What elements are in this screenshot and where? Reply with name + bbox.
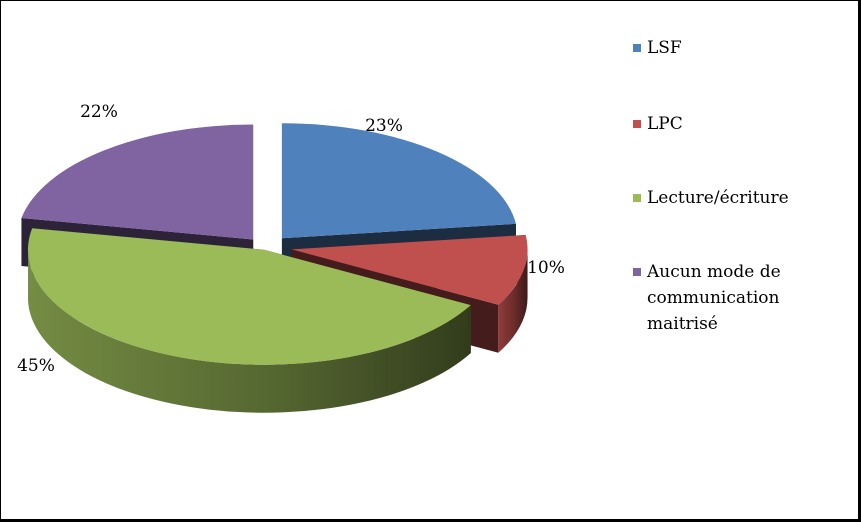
pie-slice-lecture-ecriture [27, 228, 471, 365]
data-label-lecture-ecriture: 45% [17, 356, 55, 376]
legend-item-lecture-ecriture: Lecture/écriture [633, 185, 837, 211]
legend-swatch-lecture-ecriture [633, 194, 641, 202]
legend-label-lsf: LSF [647, 38, 682, 58]
legend-label-lecture-ecriture: Lecture/écriture [647, 188, 789, 208]
pie-slice-side-lpc [498, 249, 528, 353]
data-label-aucun-mode: 22% [80, 102, 118, 122]
pie-slice-lpc [291, 234, 528, 305]
legend-item-aucun-mode: Aucun mode de communication maitrisé [633, 259, 797, 337]
legend-item-lsf: LSF [633, 35, 837, 61]
legend-label-aucun-mode: Aucun mode de communication maitrisé [647, 262, 781, 334]
legend-swatch-lpc [633, 120, 641, 128]
data-label-lsf: 23% [365, 116, 403, 136]
legend-swatch-aucun-mode [633, 268, 641, 276]
pie-slice-side-lecture-ecriture [28, 252, 471, 413]
legend-item-lpc: LPC [633, 111, 837, 137]
data-label-lpc: 10% [527, 258, 565, 278]
pie-slice-lsf [281, 123, 517, 239]
legend-swatch-lsf [633, 44, 641, 52]
legend-label-lpc: LPC [647, 114, 683, 134]
pie-slice-aucun-mode [21, 124, 254, 240]
